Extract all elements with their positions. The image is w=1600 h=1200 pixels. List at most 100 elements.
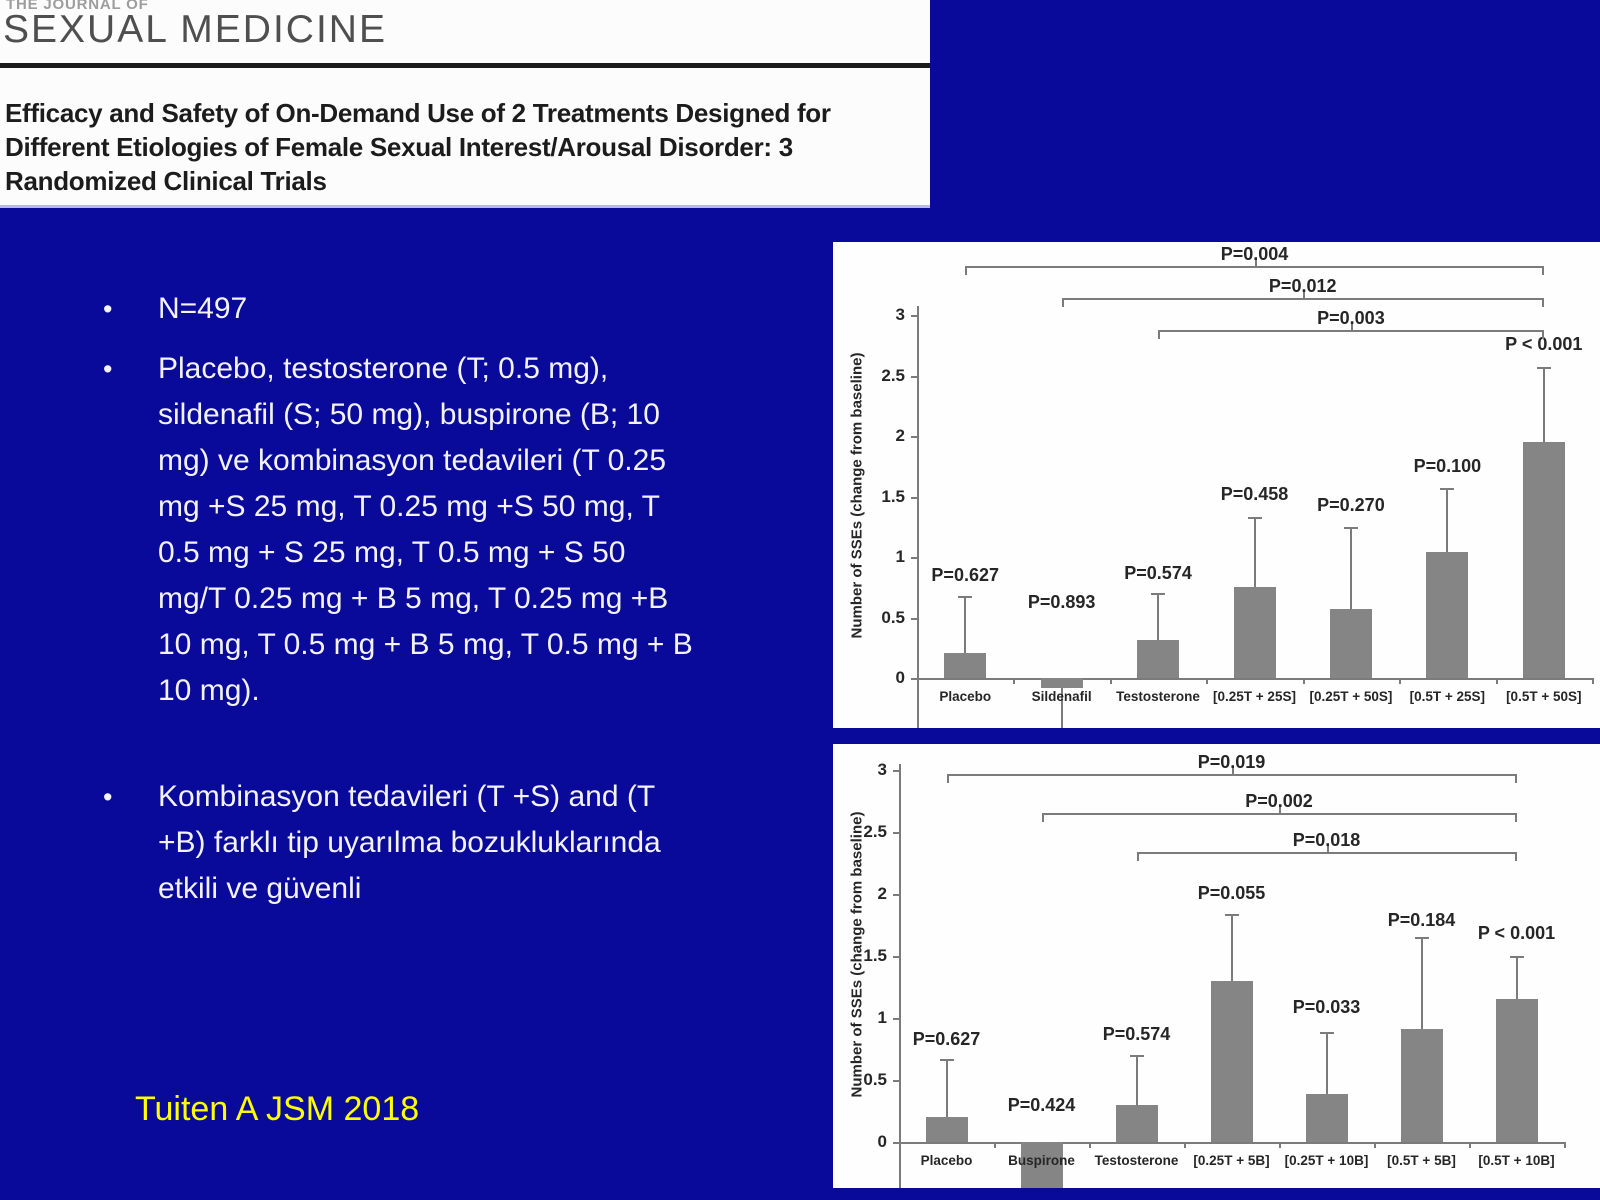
bracket-p-label: P=0.002 — [1245, 791, 1313, 811]
y-tick — [893, 1080, 899, 1082]
error-bar-line — [1349, 526, 1352, 610]
y-tick-label: 0.5 — [881, 607, 905, 627]
error-bar-line — [964, 595, 967, 653]
p-value-label: P=0.424 — [1007, 1094, 1076, 1115]
x-tick — [1399, 678, 1402, 684]
x-axis-line — [917, 678, 1592, 680]
bracket-p-label: P=0.019 — [1197, 752, 1266, 772]
p-value-label: P=0.627 — [912, 1029, 981, 1050]
y-tick-label: 1.5 — [863, 946, 887, 965]
bracket-center-tick — [1302, 291, 1305, 298]
y-tick — [911, 678, 917, 680]
bracket-end-left — [1041, 813, 1044, 822]
bracket-end-right — [1541, 330, 1544, 339]
y-tick — [911, 375, 917, 378]
category-label: Testosterone — [1116, 689, 1200, 704]
bar — [1115, 1104, 1158, 1142]
p-value-label: P < 0.001 — [1477, 922, 1556, 943]
bracket-line — [1136, 852, 1517, 854]
error-bar-cap — [1536, 367, 1551, 370]
bullet-marker: • — [103, 782, 113, 812]
category-label: [0.5T + 25S] — [1409, 689, 1486, 704]
y-tick-label: 2.5 — [881, 365, 905, 385]
bullet-item: • N=497 — [103, 286, 808, 332]
p-value-label: P=0.055 — [1197, 882, 1266, 903]
y-tick-label: 0 — [895, 668, 905, 687]
category-label: [0.25T + 10B] — [1284, 1153, 1369, 1168]
y-tick — [911, 496, 917, 499]
bar — [944, 652, 987, 678]
bracket-end-left — [946, 774, 949, 783]
y-tick-label: 1.5 — [881, 486, 905, 506]
y-tick — [911, 315, 917, 317]
journal-header-card: THE JOURNAL OF SEXUAL MEDICINE Efficacy … — [0, 0, 930, 208]
bar — [1305, 1093, 1348, 1142]
bracket-end-right — [1541, 266, 1544, 275]
bar — [1020, 1142, 1063, 1188]
y-tick-label: 1 — [877, 1008, 887, 1027]
category-label: [0.5T + 10B] — [1478, 1153, 1555, 1168]
error-bar-line — [1157, 593, 1160, 641]
y-tick-label: 3 — [877, 760, 887, 779]
x-tick — [1206, 678, 1209, 684]
category-label: [0.25T + 5B] — [1193, 1153, 1270, 1168]
bullet-list: • N=497 • Placebo, testosterone (T; 0.5 mg)… — [103, 286, 808, 926]
bar — [1426, 552, 1469, 678]
bracket-center-tick — [1279, 806, 1281, 813]
p-value-label: P=0.458 — [1220, 483, 1289, 504]
bar — [1210, 980, 1253, 1142]
bullet-text: N=497 — [158, 292, 248, 325]
x-tick — [994, 1142, 996, 1148]
bullet-text: Placebo, testosterone (T; 0.5 mg), silde… — [158, 352, 693, 707]
y-tick — [893, 832, 899, 834]
bracket-end-left — [1061, 298, 1064, 307]
error-bar-line — [1135, 1055, 1138, 1105]
bullet-marker: • — [103, 294, 113, 324]
y-axis-line — [899, 764, 901, 1188]
bracket-end-right — [1541, 298, 1544, 307]
x-tick — [899, 1142, 901, 1148]
error-bar-cap — [1151, 593, 1166, 596]
bracket-p-label: P=0.018 — [1292, 830, 1361, 850]
x-tick — [1495, 678, 1498, 684]
error-bar-cap — [1440, 488, 1455, 491]
bullet-marker: • — [103, 354, 113, 384]
journal-name: SEXUAL MEDICINE — [3, 8, 387, 51]
error-bar-line-down — [1060, 687, 1063, 728]
x-tick — [1089, 1142, 1091, 1148]
y-tick-label: 2 — [877, 884, 887, 903]
category-label: [0.25T + 25S] — [1213, 689, 1296, 704]
error-bar-line — [1253, 517, 1256, 588]
x-tick — [1374, 1142, 1376, 1148]
citation-text: Tuiten A JSM 2018 — [135, 1090, 420, 1128]
bracket-center-tick — [1350, 323, 1353, 330]
p-value-label: P=0.893 — [1027, 591, 1096, 612]
bracket-line — [1158, 330, 1544, 332]
bracket-center-tick — [1326, 845, 1329, 852]
error-bar-cap — [1319, 1031, 1334, 1034]
error-bar-line — [1542, 367, 1545, 443]
y-tick — [893, 1018, 899, 1020]
p-value-label: P=0.184 — [1387, 910, 1456, 931]
error-bar-line — [945, 1058, 948, 1118]
y-tick — [893, 1142, 899, 1144]
header-divider-rule — [0, 63, 930, 68]
bracket-line — [946, 774, 1517, 776]
y-tick — [911, 436, 917, 438]
y-tick-label: 2 — [895, 426, 905, 445]
bar — [1329, 609, 1372, 678]
category-label: Placebo — [920, 1153, 973, 1168]
y-tick-label: 0.5 — [863, 1070, 887, 1089]
p-value-label: P=0.270 — [1317, 494, 1385, 515]
p-value-label: P=0.100 — [1413, 456, 1482, 477]
bullet-text: Kombinasyon tedavileri (T +S) and (T +B)… — [158, 780, 661, 905]
y-tick-label: 1 — [895, 547, 905, 566]
chart-bottom-testosterone-buspirone: Number of SSEs (change from baseline) 0 0.… — [833, 744, 1600, 1188]
bracket-end-left — [1136, 852, 1139, 861]
error-bar-line — [1420, 937, 1423, 1030]
bracket-end-right — [1514, 813, 1517, 822]
error-bar-cap — [1509, 956, 1524, 958]
error-bar-line — [1325, 1031, 1328, 1094]
p-value-label: P < 0.001 — [1505, 333, 1583, 354]
